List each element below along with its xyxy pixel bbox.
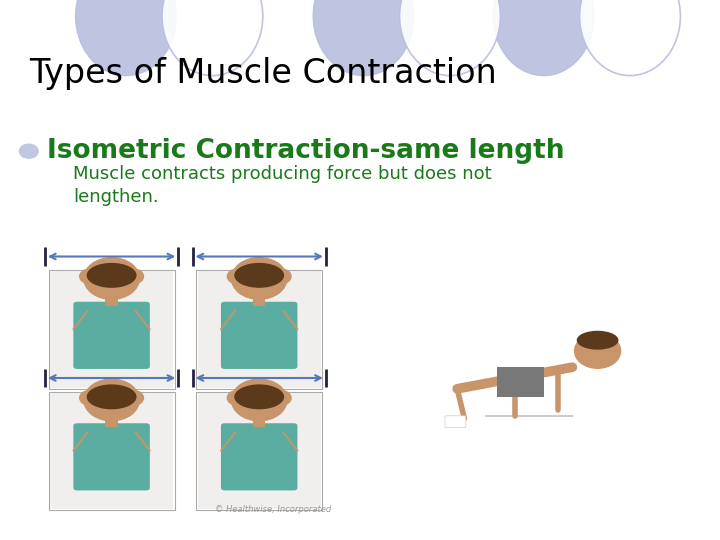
Circle shape	[271, 390, 291, 405]
Ellipse shape	[86, 263, 137, 288]
Circle shape	[228, 269, 247, 284]
Text: © Healthwise, Incorporated: © Healthwise, Incorporated	[215, 505, 332, 514]
Text: Muscle contracts producing force but does not: Muscle contracts producing force but doe…	[73, 165, 492, 184]
Ellipse shape	[313, 0, 414, 76]
FancyBboxPatch shape	[196, 392, 323, 510]
Circle shape	[124, 390, 143, 405]
FancyBboxPatch shape	[196, 270, 323, 389]
Circle shape	[228, 390, 247, 405]
FancyBboxPatch shape	[73, 423, 150, 490]
FancyBboxPatch shape	[253, 297, 266, 306]
Circle shape	[271, 269, 291, 284]
FancyBboxPatch shape	[497, 367, 544, 397]
Ellipse shape	[86, 384, 137, 409]
Ellipse shape	[493, 0, 594, 76]
Circle shape	[80, 390, 99, 405]
Ellipse shape	[76, 0, 176, 76]
FancyBboxPatch shape	[197, 393, 321, 509]
Circle shape	[84, 258, 140, 299]
Ellipse shape	[234, 384, 284, 409]
Circle shape	[124, 269, 143, 284]
Text: Types of Muscle Contraction: Types of Muscle Contraction	[29, 57, 497, 90]
Circle shape	[80, 269, 99, 284]
Ellipse shape	[400, 0, 500, 76]
Text: Isometric Contraction-same length: Isometric Contraction-same length	[47, 138, 564, 164]
Circle shape	[232, 258, 287, 299]
FancyBboxPatch shape	[105, 418, 118, 427]
FancyBboxPatch shape	[49, 392, 174, 510]
FancyBboxPatch shape	[50, 393, 173, 509]
FancyBboxPatch shape	[197, 271, 321, 388]
FancyBboxPatch shape	[253, 418, 266, 427]
FancyBboxPatch shape	[73, 302, 150, 369]
Ellipse shape	[580, 0, 680, 76]
FancyBboxPatch shape	[221, 302, 297, 369]
FancyBboxPatch shape	[49, 270, 174, 389]
FancyBboxPatch shape	[105, 297, 118, 306]
Circle shape	[84, 379, 140, 421]
FancyBboxPatch shape	[50, 271, 173, 388]
Circle shape	[47, 174, 61, 185]
Circle shape	[575, 334, 621, 368]
Ellipse shape	[234, 263, 284, 288]
Circle shape	[19, 144, 38, 158]
Circle shape	[232, 379, 287, 421]
Ellipse shape	[577, 330, 618, 350]
Ellipse shape	[162, 0, 263, 76]
FancyBboxPatch shape	[221, 423, 297, 490]
FancyBboxPatch shape	[445, 416, 466, 428]
Text: lengthen.: lengthen.	[73, 188, 159, 206]
